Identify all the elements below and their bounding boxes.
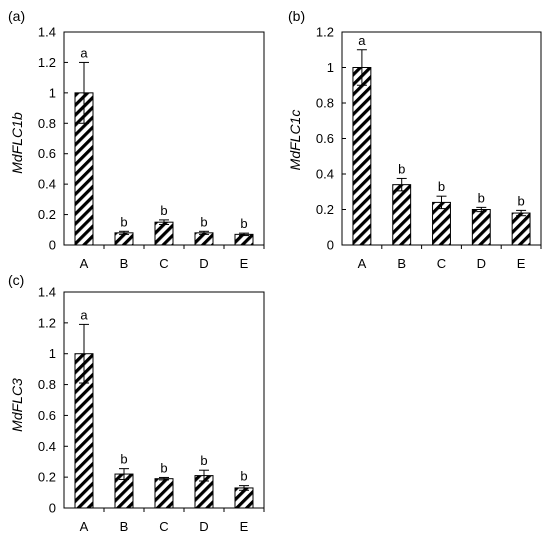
- x-tick-label: B: [397, 256, 406, 271]
- panel-label: (b): [288, 8, 305, 24]
- y-tick-label: 0: [49, 238, 56, 253]
- significance-label: b: [120, 452, 127, 467]
- y-tick-label: 0: [327, 238, 334, 253]
- significance-label: b: [240, 216, 247, 231]
- significance-label: b: [160, 460, 167, 475]
- significance-label: a: [80, 307, 88, 322]
- bar-e: [511, 212, 531, 246]
- x-tick-label: C: [159, 519, 168, 534]
- significance-label: a: [80, 45, 88, 60]
- y-tick-label: 0.6: [316, 131, 334, 146]
- bar-e: [234, 487, 254, 509]
- panel-a: (a) MdFLC1b 0 0.2 0.4 0.6 0.8 1 1.2 1.4 a Ab Bb Cb D…: [8, 8, 265, 271]
- y-tick-label: 1.4: [38, 25, 56, 40]
- y-tick-label: 0.2: [38, 207, 56, 222]
- y-tick-label: 0.6: [38, 146, 56, 161]
- x-tick-label: E: [517, 256, 526, 271]
- x-tick-label: C: [159, 256, 168, 271]
- y-tick-label: 1.4: [38, 285, 56, 300]
- y-tick-label: 1.2: [316, 25, 334, 40]
- significance-label: a: [358, 33, 366, 48]
- y-axis-label: MdFLC1c: [287, 110, 303, 171]
- y-tick-label: 0.6: [38, 408, 56, 423]
- x-tick-label: A: [80, 256, 89, 271]
- significance-label: b: [120, 214, 127, 229]
- y-axis-label: MdFLC3: [9, 378, 25, 432]
- y-tick-label: 0.8: [38, 116, 56, 131]
- y-tick-label: 0.8: [316, 96, 334, 111]
- y-tick-label: 1.2: [38, 55, 56, 70]
- y-tick-label: 1: [327, 60, 334, 75]
- x-tick-label: A: [80, 519, 89, 534]
- y-tick-label: 0.4: [38, 177, 56, 192]
- x-tick-label: E: [240, 519, 249, 534]
- y-axis-label: MdFLC1b: [9, 112, 25, 174]
- panel-b: (b) MdFLC1c 0 0.2 0.4 0.6 0.8 1 1.2 a Ab Bb Cb Db E: [287, 8, 542, 271]
- x-tick-label: E: [240, 256, 249, 271]
- x-tick-label: D: [477, 256, 486, 271]
- bar-b: [392, 184, 412, 246]
- bar-c: [154, 221, 174, 246]
- y-tick-label: 1: [49, 85, 56, 100]
- panel-label: (a): [8, 8, 25, 24]
- y-tick-label: 1.2: [38, 315, 56, 330]
- x-tick-label: B: [120, 256, 129, 271]
- bar-c: [154, 478, 174, 509]
- significance-label: b: [478, 190, 485, 205]
- y-tick-label: 0.4: [38, 439, 56, 454]
- significance-label: b: [438, 179, 445, 194]
- significance-label: b: [200, 214, 207, 229]
- significance-label: b: [517, 193, 524, 208]
- x-tick-label: A: [358, 256, 367, 271]
- y-tick-label: 0.2: [316, 202, 334, 217]
- x-tick-label: D: [199, 256, 208, 271]
- y-tick-label: 0.2: [38, 470, 56, 485]
- bar-d: [471, 209, 491, 246]
- y-tick-label: 0.8: [38, 377, 56, 392]
- significance-label: b: [200, 453, 207, 468]
- x-tick-label: B: [120, 519, 129, 534]
- significance-label: b: [160, 203, 167, 218]
- x-tick-label: D: [199, 519, 208, 534]
- x-tick-label: C: [437, 256, 446, 271]
- bar-a: [352, 67, 372, 246]
- plot-frame: [63, 291, 265, 509]
- panel-label: (c): [8, 272, 24, 288]
- panel-c: (c) MdFLC3 0 0.2 0.4 0.6 0.8 1 1.2 1.4 a Ab Bb Cb Db…: [8, 272, 265, 534]
- y-tick-label: 0: [49, 501, 56, 516]
- significance-label: b: [240, 469, 247, 484]
- y-tick-label: 0.4: [316, 167, 334, 182]
- significance-label: b: [398, 161, 405, 176]
- y-tick-label: 1: [49, 346, 56, 361]
